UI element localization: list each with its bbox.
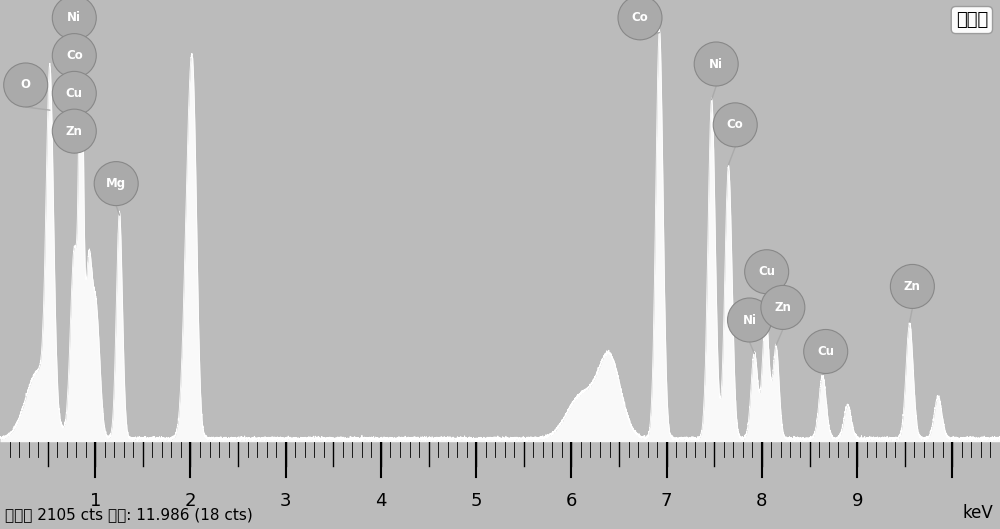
Text: 6: 6 [566, 492, 577, 510]
Text: 4: 4 [375, 492, 387, 510]
Ellipse shape [890, 264, 934, 308]
Text: Co: Co [727, 118, 744, 131]
Ellipse shape [694, 42, 738, 86]
Text: Zn: Zn [774, 301, 791, 314]
Ellipse shape [94, 162, 138, 206]
Text: O: O [21, 78, 31, 92]
Ellipse shape [728, 298, 772, 342]
Text: 8: 8 [756, 492, 768, 510]
Text: Co: Co [66, 49, 83, 62]
Text: 5: 5 [470, 492, 482, 510]
Ellipse shape [618, 0, 662, 40]
Text: keV: keV [962, 504, 993, 522]
Ellipse shape [52, 109, 96, 153]
Ellipse shape [52, 34, 96, 78]
Text: Co: Co [632, 11, 648, 24]
Ellipse shape [713, 103, 757, 147]
Ellipse shape [52, 71, 96, 115]
Text: Ni: Ni [709, 58, 723, 70]
Text: 满量程 2105 cts 光标: 11.986 (18 cts): 满量程 2105 cts 光标: 11.986 (18 cts) [5, 507, 253, 522]
Text: 1: 1 [90, 492, 101, 510]
Text: Zn: Zn [66, 125, 83, 138]
Text: Cu: Cu [66, 87, 83, 100]
Ellipse shape [52, 0, 96, 40]
Text: 7: 7 [661, 492, 672, 510]
Text: Ni: Ni [743, 314, 757, 326]
Text: Zn: Zn [904, 280, 921, 293]
Text: Mg: Mg [106, 177, 126, 190]
Ellipse shape [4, 63, 48, 107]
Text: Cu: Cu [758, 265, 775, 278]
Text: Cu: Cu [817, 345, 834, 358]
Ellipse shape [745, 250, 789, 294]
Text: 9: 9 [851, 492, 863, 510]
Text: 3: 3 [280, 492, 291, 510]
Text: Ni: Ni [67, 11, 81, 24]
Text: 2: 2 [185, 492, 196, 510]
Text: 总谱图: 总谱图 [956, 11, 988, 29]
Ellipse shape [761, 286, 805, 330]
Ellipse shape [804, 330, 848, 373]
